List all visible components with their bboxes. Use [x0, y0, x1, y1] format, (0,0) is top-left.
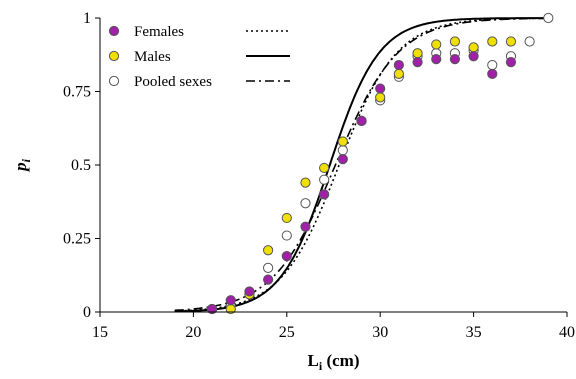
- data-point-males: [393, 68, 404, 79]
- data-point-females: [206, 303, 218, 315]
- data-point-males: [300, 177, 311, 188]
- y-tick-label: 0.5: [71, 157, 91, 174]
- data-point-females: [300, 221, 311, 232]
- data-point-males: [281, 212, 292, 224]
- data-point-pooled-sexes: [300, 198, 311, 209]
- data-point-pooled-sexes: [281, 230, 292, 241]
- data-point-females: [505, 57, 517, 68]
- data-point-males: [263, 245, 274, 256]
- data-point-pooled-sexes: [337, 145, 348, 156]
- data-point-females: [337, 154, 348, 165]
- data-point-males: [319, 162, 330, 174]
- x-tick-label: 30: [372, 324, 388, 341]
- x-tick-label: 20: [185, 324, 201, 341]
- data-point-pooled-sexes: [263, 262, 274, 273]
- legend-marker: [108, 75, 120, 87]
- data-point-males: [468, 42, 479, 53]
- fitted-curves: [174, 17, 549, 313]
- y-tick-label: 0: [83, 304, 91, 321]
- data-point-females: [375, 83, 386, 94]
- x-tick-label: 35: [466, 324, 482, 341]
- data-point-females: [244, 286, 255, 297]
- data-point-females: [468, 51, 479, 62]
- y-tick-label: 0.25: [63, 231, 91, 248]
- fit-curve-pooled-sexes: [174, 17, 549, 312]
- data-point-males: [412, 48, 423, 59]
- y-tick-label: 0.75: [63, 84, 91, 101]
- x-tick-label: 25: [279, 324, 295, 341]
- data-point-females: [319, 189, 330, 200]
- fit-curve-females: [174, 17, 549, 312]
- data-point-females: [225, 295, 236, 306]
- x-tick-label: 40: [559, 324, 575, 341]
- data-point-females: [449, 54, 461, 65]
- data-point-females: [393, 59, 404, 71]
- data-point-females: [356, 115, 367, 127]
- legend-marker: [108, 25, 120, 37]
- legend-marker: [108, 50, 120, 62]
- data-point-males: [337, 136, 348, 147]
- data-point-pooled-sexes: [487, 59, 498, 71]
- data-point-females: [431, 54, 442, 65]
- data-point-males: [431, 39, 442, 50]
- data-point-females: [412, 57, 423, 68]
- data-points: [206, 12, 554, 315]
- y-axis-title: pi: [11, 158, 33, 173]
- x-tick-label: 15: [92, 324, 108, 341]
- legend: Females Males Pooled sexes: [108, 24, 290, 90]
- legend-label: Males: [134, 49, 171, 65]
- data-point-males: [505, 36, 517, 47]
- data-point-pooled-sexes: [543, 12, 554, 24]
- fit-curve-males: [174, 17, 549, 313]
- data-point-males: [449, 36, 461, 47]
- data-point-males: [375, 92, 386, 103]
- axis-titles: Li (cm) pi: [11, 158, 359, 373]
- legend-label: Females: [134, 24, 184, 40]
- data-point-females: [263, 274, 274, 285]
- data-point-pooled-sexes: [524, 36, 535, 47]
- data-point-males: [487, 36, 498, 47]
- x-axis-title: Li (cm): [308, 351, 360, 373]
- data-point-females: [281, 251, 292, 262]
- y-tick-label: 1: [83, 10, 91, 27]
- legend-label: Pooled sexes: [134, 74, 212, 90]
- axes: 15 20 25 30 35 40 0 0.25 0.5 0.75 1: [63, 10, 575, 341]
- data-point-pooled-sexes: [319, 174, 330, 185]
- data-point-females: [487, 68, 498, 79]
